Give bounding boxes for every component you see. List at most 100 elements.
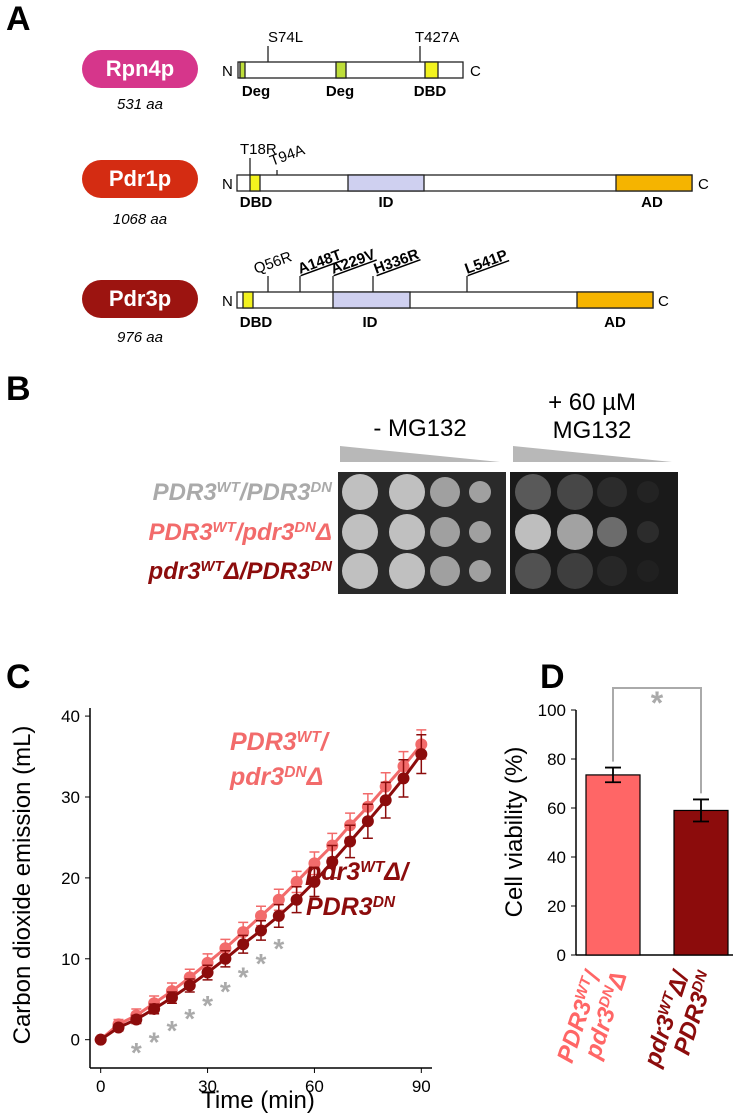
protein-length: 1068 aa xyxy=(113,211,167,228)
colony xyxy=(342,553,378,589)
x-tick-label: 0 xyxy=(96,1077,105,1096)
label-segment: WT xyxy=(201,559,226,575)
data-point xyxy=(361,815,374,828)
data-point xyxy=(272,909,285,922)
condition: + 60 µM xyxy=(548,389,636,416)
colony xyxy=(557,474,593,510)
colony xyxy=(342,514,378,550)
y-tick-label: 20 xyxy=(547,897,566,916)
significance-star: * xyxy=(149,1026,160,1057)
pill xyxy=(82,280,198,318)
domain-label: DBD xyxy=(414,83,447,100)
domain xyxy=(332,291,411,309)
data-point xyxy=(415,748,428,761)
y-tick-label: 30 xyxy=(61,788,80,807)
domain xyxy=(424,61,439,79)
x-axis-label: Time (min) xyxy=(201,1087,315,1114)
strain-label: pdr3WTΔ/PDR3DN xyxy=(148,558,333,585)
domain-label: AD xyxy=(604,314,626,331)
colony xyxy=(389,474,425,510)
panel-label: A xyxy=(6,0,31,38)
pill xyxy=(82,50,198,88)
significance-star: * xyxy=(202,990,213,1021)
mutation: H336R xyxy=(372,246,422,278)
significance-star: * xyxy=(256,948,267,979)
data-point xyxy=(290,893,303,906)
protein-name: Rpn4p xyxy=(106,56,174,81)
colony xyxy=(557,514,593,550)
colony xyxy=(389,514,425,550)
significance-star: * xyxy=(651,685,664,721)
label-segment: Δ xyxy=(315,519,332,546)
y-tick-label: 20 xyxy=(61,869,80,888)
significance-star: * xyxy=(220,976,231,1007)
strain-label: PDR3WT/PDR3DN xyxy=(153,479,333,506)
data-point xyxy=(219,952,232,965)
colony xyxy=(342,474,378,510)
x-tick-label: 90 xyxy=(412,1077,431,1096)
colonies xyxy=(342,474,659,589)
label-segment: Δ/ xyxy=(383,858,411,886)
y-tick-label: 60 xyxy=(547,799,566,818)
series-label: pdr3WTΔ/ xyxy=(305,858,411,886)
colony xyxy=(515,514,551,550)
label-segment: Δ xyxy=(306,763,324,791)
label-segment: pdr3 xyxy=(305,858,360,886)
mutation: L541P xyxy=(463,247,510,278)
significance-star: * xyxy=(238,962,249,993)
terminus: N xyxy=(222,176,233,193)
colony xyxy=(430,517,460,547)
label-segment: DN xyxy=(311,480,333,496)
label-segment: /PDR3 xyxy=(239,479,311,506)
significance-star: * xyxy=(131,1037,142,1068)
label-segment: pdr3 xyxy=(148,558,202,585)
protein-bar xyxy=(237,61,464,79)
significance-star: * xyxy=(273,933,284,964)
domain xyxy=(242,291,254,309)
data-point xyxy=(130,1013,143,1026)
label-segment: Δ/PDR3 xyxy=(223,558,311,585)
series-label: pdr3DNΔ xyxy=(229,763,323,791)
data-point xyxy=(326,855,339,868)
mutation: T18R xyxy=(240,141,277,158)
colony xyxy=(637,481,659,503)
label-segment: DN xyxy=(294,520,316,536)
data-point xyxy=(165,991,178,1004)
data-point xyxy=(308,875,321,888)
panel-label: B xyxy=(6,370,31,408)
data-point xyxy=(379,794,392,807)
colony xyxy=(430,556,460,586)
data-point xyxy=(272,893,285,906)
label-segment: /pdr3 xyxy=(235,519,295,546)
label-segment: / xyxy=(320,728,331,756)
domain-label: DBD xyxy=(240,194,273,211)
domain-label: AD xyxy=(641,194,663,211)
domain xyxy=(576,291,654,309)
domain xyxy=(335,61,347,79)
y-tick-label: 0 xyxy=(557,946,566,965)
data-point xyxy=(237,938,250,951)
colony xyxy=(597,477,627,507)
data-point xyxy=(344,835,357,848)
colony xyxy=(469,560,491,582)
colony xyxy=(597,556,627,586)
terminus: C xyxy=(470,63,481,80)
protein-name: Pdr1p xyxy=(109,166,171,191)
data-point xyxy=(112,1021,125,1034)
significance-star: * xyxy=(166,1015,177,1046)
panel-label: D xyxy=(540,658,565,696)
y-axis-label: Cell viability (%) xyxy=(501,747,528,918)
colony xyxy=(637,521,659,543)
domain xyxy=(615,174,693,192)
colony xyxy=(469,521,491,543)
y-tick-label: 100 xyxy=(538,701,566,720)
data-point xyxy=(94,1033,107,1046)
label-segment: WT xyxy=(573,973,596,1002)
data-point xyxy=(148,1002,161,1015)
dilution-wedge xyxy=(513,446,672,462)
domain-label: DBD xyxy=(240,314,273,331)
pill xyxy=(82,160,198,198)
label-segment: PDR3 xyxy=(153,479,218,506)
label-segment: pdr3 xyxy=(229,763,284,791)
